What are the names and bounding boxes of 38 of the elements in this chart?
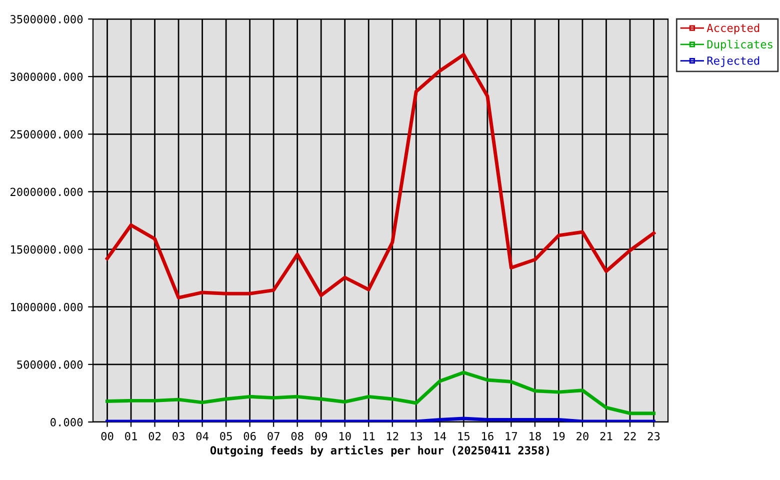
x-tick-label: 13 (410, 432, 422, 440)
x-tick-label: 16 (482, 432, 494, 440)
line-series (106, 52, 656, 300)
x-tick-label: 01 (125, 432, 137, 440)
x-tick-label: 12 (387, 432, 398, 440)
legend-label: Accepted (706, 24, 760, 34)
line-series (106, 370, 656, 416)
x-tick-label: 02 (148, 432, 161, 440)
y-tick-label: 1500000.000 (11, 245, 83, 254)
y-tick-label: 3500000.000 (10, 15, 83, 24)
legend-label: Duplicates (707, 40, 772, 51)
x-tick-label: 17 (506, 432, 518, 440)
x-tick-label: 21 (600, 432, 612, 440)
x-tick-label: 05 (220, 432, 232, 440)
x-tick-label: 15 (458, 432, 470, 440)
x-tick-label: 22 (624, 432, 636, 440)
y-tick-label: 2000000.000 (10, 188, 83, 196)
x-tick-label: 09 (315, 432, 328, 440)
x-tick-label: 03 (172, 432, 184, 440)
x-tick-label: 08 (291, 432, 304, 440)
x-tick-label: 23 (648, 432, 660, 440)
x-axis-title: Outgoing feeds by articles per hour (20250411 2358) (210, 445, 550, 457)
x-tick-label: 18 (530, 432, 541, 440)
x-tick-label: 20 (576, 432, 588, 440)
x-tick-label: 10 (340, 432, 351, 440)
x-tick-label: 14 (434, 432, 446, 440)
x-tick-label: 07 (268, 432, 280, 440)
x-tick-label: 19 (553, 432, 565, 440)
y-tick-label: 1000000.000 (11, 302, 83, 312)
y-tick-label: 3000000.000 (10, 72, 83, 81)
x-tick-label: 11 (363, 432, 375, 440)
x-tick-label: 00 (101, 432, 114, 440)
x-tick-label: 04 (196, 432, 208, 440)
y-tick-label: 0.000 (50, 418, 83, 426)
y-tick-label: 2500000.000 (10, 130, 83, 139)
legend-label: Rejected (707, 56, 760, 67)
x-tick-label: 06 (244, 432, 256, 440)
y-tick-label: 500000.000 (17, 360, 83, 369)
